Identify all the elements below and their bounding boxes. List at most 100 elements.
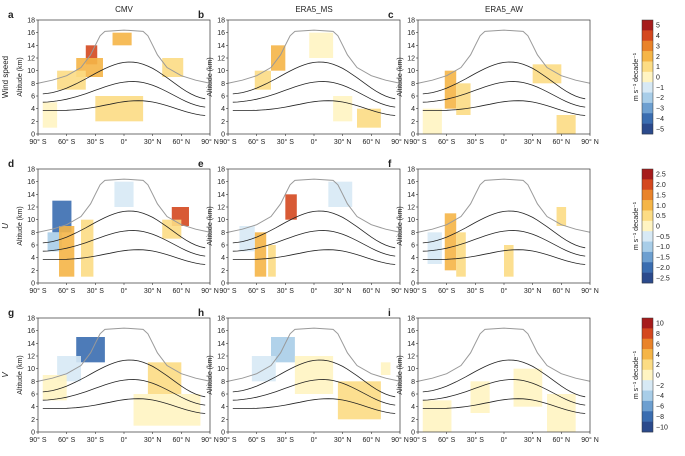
- y-tick-label: 2: [31, 417, 35, 424]
- y-tick-label: 4: [31, 404, 35, 411]
- tropopause-line: [227, 327, 401, 382]
- contour-line: [232, 81, 396, 108]
- x-tick-label: 60° N: [173, 287, 191, 295]
- x-tick-label: 30° N: [144, 287, 162, 295]
- contour-line: [232, 210, 396, 249]
- y-tick-label: 0: [411, 132, 415, 139]
- y-tick-label: 2: [411, 417, 415, 424]
- y-tick-label: 14: [407, 43, 415, 50]
- x-tick-label: 60° N: [363, 287, 381, 295]
- rows: Wind speed a 0 2 4 6 8 10 12 14 16 18 Altitude (km) 9…: [1, 10, 599, 444]
- colorbar-tick-label: 5: [656, 23, 660, 30]
- trend-patch: [456, 83, 471, 115]
- y-axis-label: Altitude (km): [397, 57, 404, 96]
- x-tick-label: 0°: [121, 287, 128, 295]
- panel-f: f 0 2 4 6 8 10 12 14 16 18 Altitude (km) 90° S 60° S 3…: [388, 159, 599, 295]
- column-title-cmv: CMV: [115, 5, 133, 14]
- colorbar-label: m s⁻¹ decade⁻¹: [633, 350, 640, 399]
- y-tick-label: 16: [407, 30, 415, 37]
- column-titles: CMV ERA5_MS ERA5_AW: [115, 5, 523, 14]
- colorbar-tick-label: 4: [656, 352, 660, 359]
- tropopause-line: [417, 327, 591, 382]
- x-tick-label: 30° S: [87, 287, 105, 295]
- colorbar-frame: [641, 19, 654, 135]
- x-tick-label: 30° S: [87, 436, 105, 444]
- colorbar-label: m s⁻¹ decade⁻¹: [633, 52, 640, 101]
- column-title-era5-ms: ERA5_MS: [295, 5, 332, 14]
- y-tick-label: 14: [27, 192, 35, 199]
- colorbar-tick-label: 2.0: [656, 182, 666, 189]
- y-tick-label: 14: [217, 192, 225, 199]
- colorbar-segment: [642, 102, 653, 114]
- y-tick-label: 14: [407, 341, 415, 348]
- x-tick-label: 30° N: [524, 436, 542, 444]
- column-title-era5-aw: ERA5_AW: [485, 5, 523, 14]
- contour-line: [422, 249, 586, 265]
- x-tick-label: 90° N: [581, 436, 599, 444]
- contour-line: [422, 61, 586, 100]
- x-tick-label: 60° N: [173, 436, 191, 444]
- colorbar-tick-label: −2: [656, 383, 664, 390]
- y-tick-label: 4: [31, 255, 35, 262]
- x-tick-label: 90° S: [219, 287, 237, 295]
- tropopause-line: [37, 178, 211, 233]
- trend-patch: [547, 394, 576, 432]
- panel-b: b 0 2 4 6 8 10 12 14 16 18 Altitude (km) 90° S 60° S 3…: [198, 10, 409, 146]
- x-tick-label: 60° S: [438, 287, 456, 295]
- row-label-1: U: [1, 223, 10, 229]
- trend-patch: [328, 181, 353, 207]
- tropopause-line: [37, 327, 211, 382]
- colorbar-tick-label: −2.5: [656, 275, 670, 282]
- x-tick-label: 90° N: [581, 287, 599, 295]
- trend-patch: [47, 232, 62, 252]
- colorbar-tick-label: 8: [656, 331, 660, 338]
- tropopause-line: [417, 29, 591, 84]
- y-tick-label: 8: [31, 379, 35, 386]
- y-tick-label: 6: [221, 392, 225, 399]
- colorbar-segment: [642, 20, 653, 31]
- y-tick-label: 14: [217, 341, 225, 348]
- contour-line: [42, 81, 206, 108]
- trend-patch: [294, 356, 334, 394]
- trend-patch: [42, 375, 67, 401]
- contour-line: [422, 398, 586, 414]
- contour-line: [422, 379, 586, 406]
- y-axis-label: Altitude (km): [17, 355, 24, 394]
- panel-label-a: a: [8, 10, 14, 21]
- x-tick-label: 60° S: [248, 436, 266, 444]
- y-tick-label: 0: [411, 281, 415, 288]
- colorbar-0: 5 4 3 2 1 0 −1 −2 −3 −4 −5 m s⁻¹ decade⁻¹: [633, 19, 664, 135]
- panel-d: d 0 2 4 6 8 10 12 14 16 18 Altitude (km) 90° S 60° S 3…: [8, 159, 219, 295]
- colorbar-label: m s⁻¹ decade⁻¹: [633, 201, 640, 250]
- x-tick-label: 90° S: [219, 138, 237, 146]
- y-axis-label: Altitude (km): [17, 206, 24, 245]
- contour-line: [232, 230, 396, 257]
- y-tick-label: 0: [221, 132, 225, 139]
- x-tick-label: 90° N: [201, 436, 219, 444]
- contour-line: [422, 210, 586, 249]
- y-axis-label: Altitude (km): [207, 206, 214, 245]
- x-tick-label: 60° S: [58, 138, 76, 146]
- x-tick-label: 30° S: [467, 436, 485, 444]
- colorbar-tick-label: −1.5: [656, 255, 670, 262]
- panel-label-c: c: [388, 10, 394, 21]
- y-tick-label: 8: [31, 230, 35, 237]
- y-tick-label: 2: [31, 268, 35, 275]
- y-tick-label: 6: [31, 392, 35, 399]
- y-tick-label: 16: [217, 30, 225, 37]
- colorbar-tick-label: −8: [656, 414, 664, 421]
- x-tick-label: 30° N: [144, 436, 162, 444]
- y-tick-label: 0: [31, 430, 35, 437]
- colorbar-tick-label: 0.5: [656, 213, 666, 220]
- colorbar-segment: [642, 82, 653, 93]
- y-tick-label: 0: [221, 430, 225, 437]
- colorbar-segment: [642, 272, 653, 284]
- colorbar-tick-label: −2.0: [656, 265, 670, 272]
- y-tick-label: 6: [221, 243, 225, 250]
- y-tick-label: 6: [411, 392, 415, 399]
- trend-patch: [470, 381, 490, 413]
- contour-line: [232, 359, 396, 398]
- y-tick-label: 4: [221, 255, 225, 262]
- trend-patch: [504, 245, 514, 277]
